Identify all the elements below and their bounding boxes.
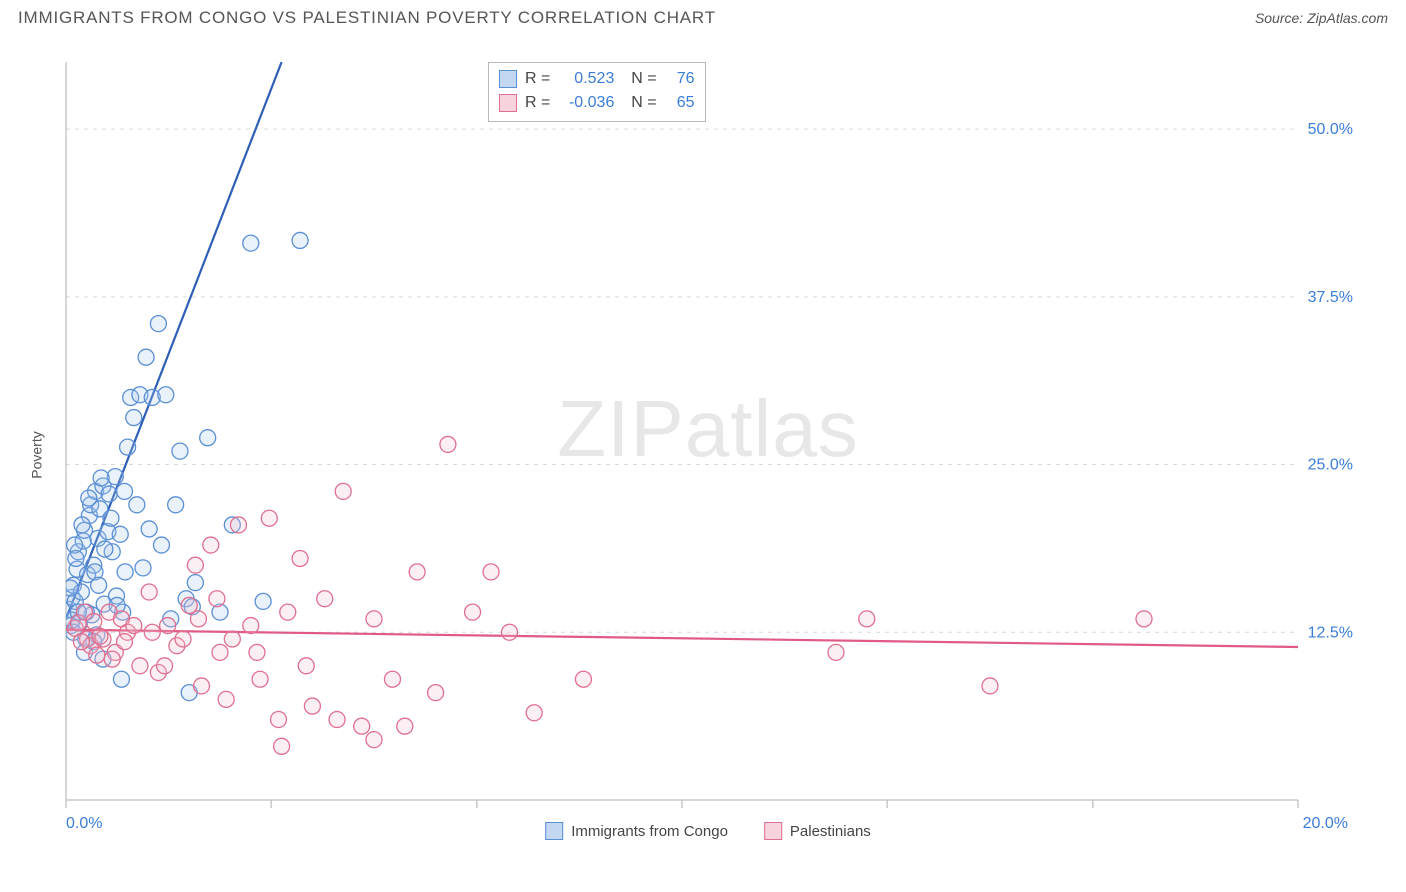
- legend: Immigrants from Congo Palestinians: [545, 822, 871, 840]
- svg-text:25.0%: 25.0%: [1308, 457, 1353, 474]
- svg-text:20.0%: 20.0%: [1303, 815, 1348, 832]
- source-link[interactable]: ZipAtlas.com: [1307, 10, 1388, 26]
- legend-item: Immigrants from Congo: [545, 822, 728, 840]
- stat-r-value: -0.036: [558, 91, 614, 115]
- legend-swatch: [545, 822, 563, 840]
- svg-text:12.5%: 12.5%: [1308, 624, 1353, 641]
- y-axis-label: Poverty: [29, 431, 45, 478]
- chart-title: IMMIGRANTS FROM CONGO VS PALESTINIAN POV…: [18, 8, 716, 28]
- plot-area: 12.5%25.0%37.5%50.0%0.0%20.0% ZIPatlas R…: [48, 50, 1368, 840]
- correlation-stats-box: R = 0.523 N = 76 R = -0.036 N = 65: [488, 62, 706, 122]
- stat-n-value: 76: [665, 67, 695, 91]
- header: IMMIGRANTS FROM CONGO VS PALESTINIAN POV…: [0, 0, 1406, 32]
- chart-svg: 12.5% 25.0% 37.5% 50.0% 0.0% 20.0%: [48, 50, 1368, 840]
- legend-swatch: [764, 822, 782, 840]
- stat-n-value: 65: [665, 91, 695, 115]
- chart-container: Poverty 12.5%25.0%37.5%50.0%0.0%20.0% ZI…: [18, 40, 1388, 870]
- stat-n-label: N =: [622, 67, 656, 91]
- stats-row: R = 0.523 N = 76: [499, 67, 695, 91]
- stat-r-label: R =: [525, 91, 550, 115]
- stat-r-value: 0.523: [558, 67, 614, 91]
- source-prefix: Source:: [1255, 10, 1307, 26]
- series-swatch: [499, 94, 517, 112]
- stats-row: R = -0.036 N = 65: [499, 91, 695, 115]
- stat-n-label: N =: [622, 91, 656, 115]
- source-attribution: Source: ZipAtlas.com: [1255, 10, 1388, 26]
- legend-item: Palestinians: [764, 822, 871, 840]
- svg-text:50.0%: 50.0%: [1308, 121, 1353, 138]
- svg-text:0.0%: 0.0%: [66, 815, 102, 832]
- legend-label: Immigrants from Congo: [571, 823, 728, 840]
- series-swatch: [499, 70, 517, 88]
- legend-label: Palestinians: [790, 823, 871, 840]
- svg-text:37.5%: 37.5%: [1308, 289, 1353, 306]
- stat-r-label: R =: [525, 67, 550, 91]
